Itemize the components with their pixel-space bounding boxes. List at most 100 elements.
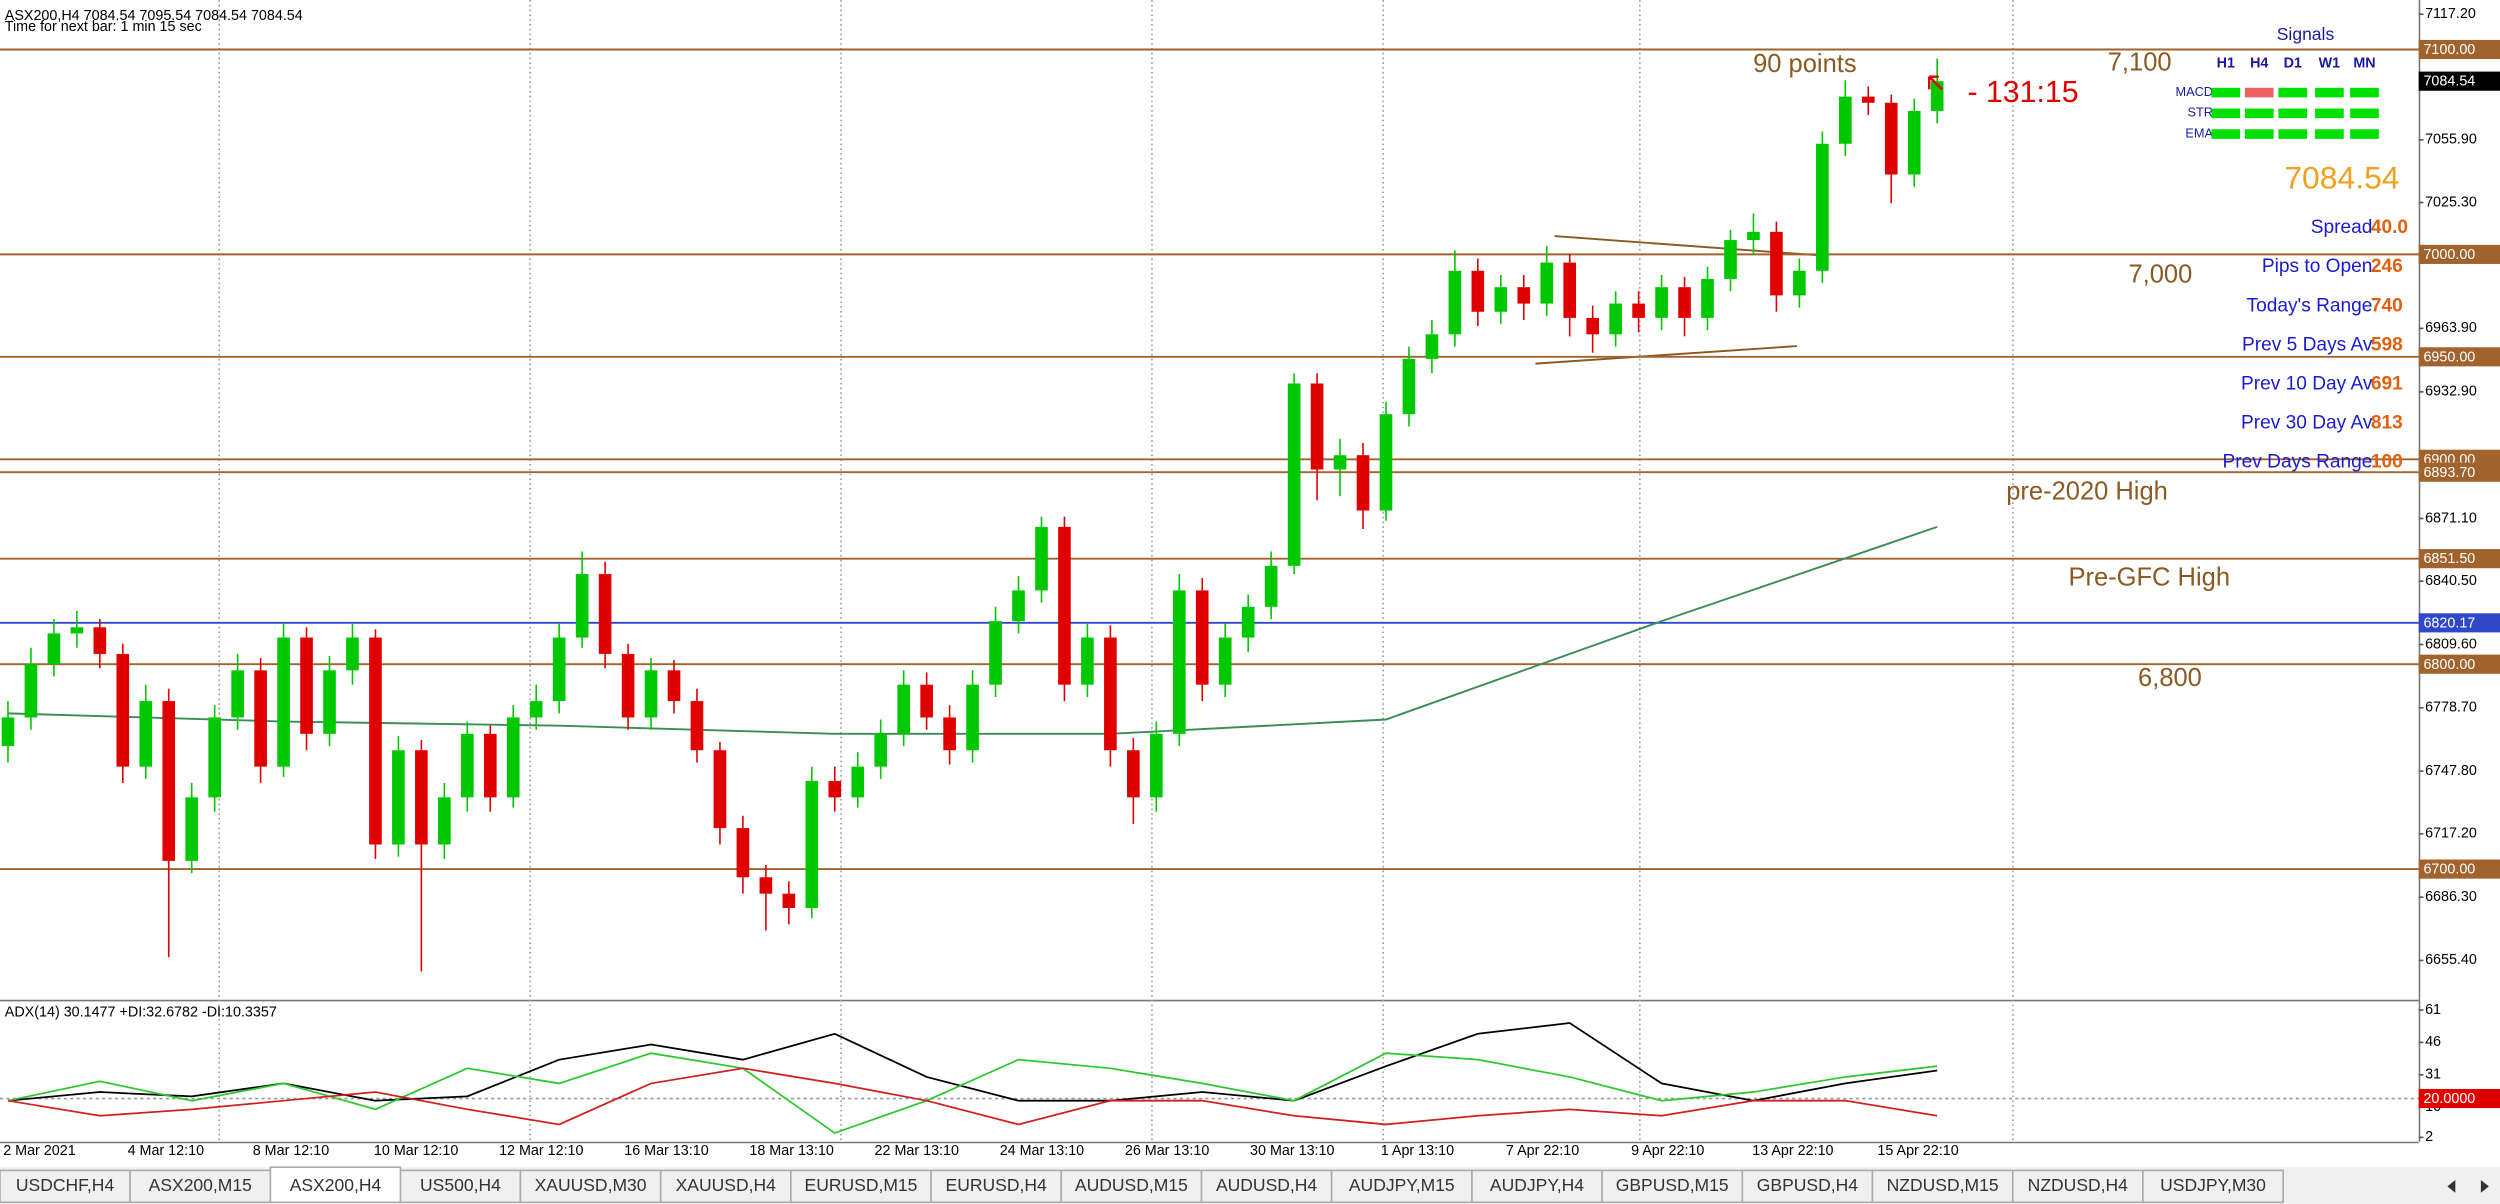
signal-column: H4 [2250,56,2268,72]
tab-label[interactable]: ASX200,H4 [290,1175,382,1195]
candle-body [989,621,1002,685]
tab[interactable] [659,1169,792,1204]
indicator-line [7,1067,1938,1126]
scroll-left[interactable] [2447,1179,2456,1193]
candle-body [828,780,842,798]
candle-body [1333,455,1347,470]
level-box [2418,347,2500,367]
candle-body [1793,270,1806,296]
tab-label[interactable]: USDCHF,H4 [16,1175,115,1195]
candle-body [277,637,290,767]
tab[interactable] [1200,1169,1333,1204]
candle-body [1701,278,1714,318]
tab[interactable] [399,1169,522,1204]
candle-body [1058,526,1071,685]
candle-body [1609,303,1622,335]
tab[interactable] [1601,1169,1744,1204]
level-box [2418,859,2500,879]
info-label: Pips to Open [2262,256,2373,277]
tab-label[interactable]: AUDUSD,M15 [1075,1175,1188,1195]
tab-label[interactable]: NZDUSD,H4 [2028,1175,2128,1195]
y-tick-label: 6963.90 [2425,320,2477,336]
level-label: 6950.00 [2423,349,2475,365]
y-tick-label: 7025.30 [2425,194,2477,210]
candle-body [575,574,589,638]
signal-cell [2350,108,2379,119]
tab[interactable] [1330,1169,1473,1204]
candle-body [943,717,956,751]
info-value: 740 [2371,295,2403,316]
tab-label[interactable]: GBPUSD,M15 [1616,1175,1729,1195]
candle-body [1907,110,1921,175]
scroll-right[interactable] [2480,1179,2489,1193]
arrow-icon [1928,75,1943,91]
annotation: - 131:15 [1967,76,2078,109]
tab[interactable] [129,1169,272,1204]
level-box [2418,654,2500,674]
tab[interactable] [2142,1169,2284,1204]
info-label: Today's Range [2247,295,2373,316]
signal-cell [2315,87,2344,98]
tab[interactable] [2011,1169,2144,1204]
candle-body [300,637,313,734]
tab-label[interactable]: NZDUSD,M15 [1887,1175,1999,1195]
tab-label[interactable]: US500,H4 [420,1175,501,1195]
tab-label[interactable]: EURUSD,H4 [946,1175,1047,1195]
candle-body [1655,287,1668,318]
x-tick-label: 1 Apr 13:10 [1381,1143,1454,1159]
candle-body [1838,96,1852,144]
y-tick-label: 6717.20 [2425,826,2477,842]
tab-label[interactable]: EURUSD,M15 [805,1175,918,1195]
tab[interactable] [269,1166,402,1204]
y-tick-label: 6871.10 [2425,510,2477,526]
x-tick-label: 22 Mar 13:10 [875,1143,959,1159]
candle-body [483,733,497,798]
signal-cell [2211,87,2241,98]
y-tick-label: 31 [2425,1067,2441,1083]
signal-cell [2278,129,2308,139]
candle-body [621,653,635,718]
candle-body [1310,383,1324,470]
candle-body [1241,606,1255,638]
tab[interactable] [930,1169,1063,1204]
tab-label[interactable]: XAUUSD,M30 [535,1175,647,1195]
signal-cell [2315,129,2344,139]
annotation: 90 points [1753,50,1856,78]
tab-label[interactable]: USDJPY,M30 [2160,1175,2266,1195]
x-tick-label: 4 Mar 12:10 [128,1143,204,1159]
y-tick-label: 7055.90 [2425,132,2477,148]
candle-body [598,574,612,654]
info-value: 246 [2371,256,2403,277]
level-label: 6820.17 [2423,615,2475,631]
info-label: Prev 30 Day Av [2241,412,2373,433]
annotation: pre-2020 High [2006,478,2168,506]
level-box [2418,1088,2500,1109]
candle-body [966,684,979,751]
tab[interactable] [1741,1169,1874,1204]
candle-body [1402,358,1416,415]
candle-body [47,633,61,665]
candle-body [1632,303,1645,318]
x-tick-label: 18 Mar 13:10 [749,1143,833,1159]
candle-body [460,733,474,798]
signal-column: D1 [2284,56,2302,72]
signal-column: W1 [2319,56,2341,72]
indicator-line [7,1022,1938,1102]
tab-label[interactable]: AUDJPY,M15 [1349,1175,1455,1195]
x-tick-label: 10 Mar 12:10 [374,1143,458,1159]
tab-label[interactable]: AUDJPY,H4 [1490,1175,1584,1195]
tab-label[interactable]: GBPUSD,H4 [1757,1175,1858,1195]
tab[interactable] [1060,1169,1203,1204]
candle-body [1287,383,1301,566]
level-box [2418,549,2500,569]
candle-body [1149,733,1163,798]
current-price-label: 7084.54 [2423,74,2475,90]
tab-label[interactable]: AUDUSD,H4 [1216,1175,1317,1195]
tab[interactable] [1871,1169,2014,1204]
tab-label[interactable]: XAUUSD,H4 [676,1175,777,1195]
tab-label[interactable]: ASX200,M15 [149,1175,252,1195]
candle-body [1356,455,1370,511]
